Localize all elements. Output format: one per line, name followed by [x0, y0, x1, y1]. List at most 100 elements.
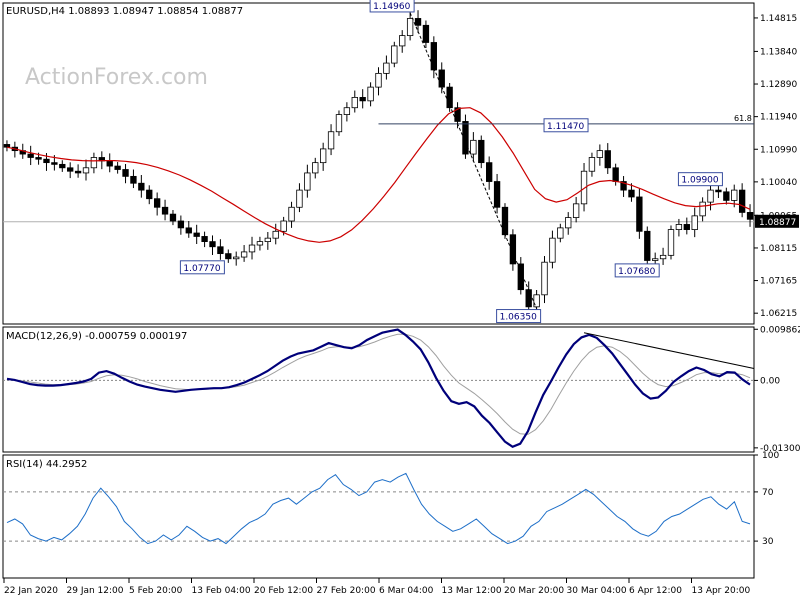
- candle-body: [304, 172, 311, 191]
- swing-label: 1.09900: [681, 176, 718, 186]
- candle-body: [201, 236, 208, 243]
- price-panel-title: EURUSD,H4 1.08893 1.08947 1.08854 1.0887…: [6, 6, 243, 17]
- candle-body: [533, 294, 540, 308]
- candle-body: [146, 189, 153, 200]
- rsi-panel-frame: [2, 454, 755, 579]
- candle-body: [35, 157, 42, 160]
- candle-body: [225, 253, 232, 260]
- candle-body: [248, 244, 256, 253]
- candle-body: [122, 169, 129, 177]
- rsi-tick-label: 70: [762, 488, 774, 498]
- candle-body: [438, 69, 445, 88]
- candle-body: [161, 206, 169, 215]
- candle-body: [280, 220, 287, 232]
- candle-body: [715, 189, 722, 193]
- time-tick-label: 6 Mar 04:00: [379, 586, 434, 596]
- macd-line: [6, 328, 751, 449]
- candle-body: [383, 62, 390, 74]
- candle-body: [525, 289, 532, 308]
- macd-tick-label: 0.009862: [760, 325, 800, 335]
- candle-body: [264, 237, 271, 243]
- moving-average-series: [6, 107, 751, 243]
- candle-body: [652, 258, 659, 261]
- candle-body: [288, 206, 295, 222]
- candle-body: [723, 191, 730, 201]
- candle-body: [359, 97, 366, 102]
- rsi-panel: 100 70 30: [3, 451, 779, 547]
- candle-body: [185, 227, 192, 234]
- candle-body: [27, 153, 34, 158]
- swing-label: 1.07680: [618, 267, 655, 277]
- candle-body: [343, 107, 351, 115]
- time-tick-label: 20 Mar 20:00: [504, 586, 564, 596]
- candle-body: [272, 230, 279, 239]
- candle-body: [612, 167, 619, 182]
- swing-label-box: [543, 118, 589, 133]
- price-tick-label: 1.12890: [760, 80, 797, 90]
- macd-tick-label: 0.00: [760, 376, 780, 386]
- candle-body: [312, 162, 319, 174]
- candle-body: [588, 157, 596, 172]
- candle-body: [486, 162, 493, 182]
- candle-body: [541, 261, 548, 296]
- candle-body: [478, 139, 485, 164]
- candle-body: [446, 86, 453, 109]
- candle-body: [557, 227, 564, 239]
- swing-labels: 1.14960 1.07770 1.06350 1.11470 1.07680 1.099…: [179, 0, 723, 324]
- time-tick-label: 30 Mar 04:00: [567, 586, 627, 596]
- candle-body: [549, 237, 556, 263]
- candle-body: [399, 35, 406, 47]
- candle-body: [414, 18, 422, 26]
- candle-body: [335, 114, 343, 133]
- macd-signal-line: [6, 333, 751, 435]
- price-tick-label: 1.10040: [760, 178, 797, 188]
- candle-body: [565, 217, 572, 229]
- candle-body: [636, 196, 643, 232]
- candle-body: [604, 150, 611, 169]
- rsi-tick-label: 30: [762, 537, 774, 547]
- candle-body: [659, 254, 667, 260]
- candle-body: [67, 167, 74, 172]
- candle-body: [351, 97, 358, 109]
- candle-body: [746, 212, 754, 220]
- swing-label: 1.14960: [373, 2, 410, 12]
- candle-body: [256, 241, 264, 246]
- retracement-trendline: [409, 12, 538, 309]
- price-y-axis: 1.14815 1.13840 1.12890 1.11940 1.10990 1.100…: [754, 14, 799, 319]
- time-tick-label: 5 Feb 20:00: [129, 586, 183, 596]
- candle-body: [620, 181, 627, 191]
- candle-body: [59, 163, 66, 169]
- time-tick-label: 13 Mar 12:00: [442, 586, 502, 596]
- price-tick-label: 1.06215: [760, 309, 797, 319]
- candle-body: [327, 131, 335, 150]
- time-x-axis: 22 Jan 2020 29 Jan 12:00 5 Feb 20:00 13 Feb…: [3, 578, 751, 596]
- rsi-line: [6, 472, 751, 545]
- swing-label-box: [179, 260, 225, 275]
- candle-body: [296, 189, 303, 208]
- candle-body: [675, 224, 683, 230]
- candle-body: [209, 241, 216, 248]
- price-tick-label: 1.11940: [760, 113, 797, 123]
- candle-body: [430, 42, 438, 71]
- candle-body: [596, 150, 604, 158]
- candle-body: [138, 182, 145, 191]
- macd-panel-frame: [2, 326, 755, 453]
- candle-body: [169, 213, 177, 222]
- time-tick-label: 6 Apr 12:00: [629, 586, 682, 596]
- swing-label-box: [614, 263, 660, 278]
- candle-body: [3, 144, 11, 148]
- current-price-marker: [755, 214, 799, 228]
- fib-618-label: 61.8: [734, 114, 752, 123]
- time-tick-label: 13 Apr 20:00: [692, 586, 751, 596]
- candle-body: [153, 198, 161, 208]
- rsi-panel-title: RSI(14) 44.2952: [6, 459, 87, 470]
- candle-body: [233, 256, 240, 260]
- price-tick-label: 1.08115: [760, 244, 797, 254]
- macd-panel-title: MACD(12,26,9) -0.000759 0.000197: [6, 331, 187, 342]
- candle-body: [572, 203, 580, 218]
- candle-body: [51, 162, 58, 165]
- macd-trendline: [583, 332, 755, 369]
- time-tick-label: 13 Feb 04:00: [192, 586, 251, 596]
- candle-body: [707, 189, 714, 203]
- macd-panel: 0.009862 0.00 -0.013002: [3, 325, 800, 454]
